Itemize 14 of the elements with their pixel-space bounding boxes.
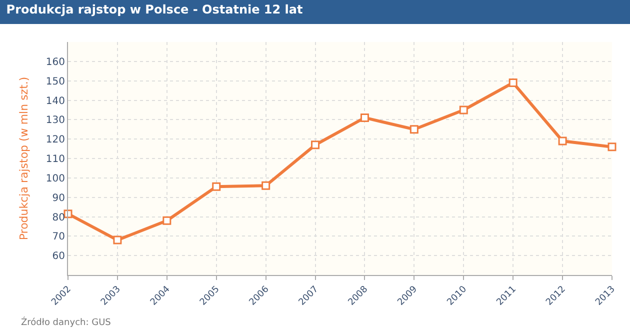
y-axis-title: Produkcja rajstop (w mln szt.) <box>18 76 31 240</box>
y-tick-label: 120 <box>46 134 65 146</box>
y-tick-label: 90 <box>52 192 65 204</box>
y-tick-label: 70 <box>52 232 65 243</box>
y-tick-label: 140 <box>46 96 65 107</box>
y-tick-label: 100 <box>46 173 65 184</box>
y-tick-label: 110 <box>46 154 65 165</box>
y-tick-label: 130 <box>46 115 65 126</box>
y-tick-label: 60 <box>52 251 65 262</box>
y-tick-label: 150 <box>46 76 65 88</box>
y-tick-label: 160 <box>46 56 65 68</box>
y-tick-label: 80 <box>52 212 65 224</box>
chart-title: Produkcja rajstop w Polsce - Ostatnie 12 lat <box>6 2 304 16</box>
text: Źródło danych: GUS <box>21 316 112 328</box>
